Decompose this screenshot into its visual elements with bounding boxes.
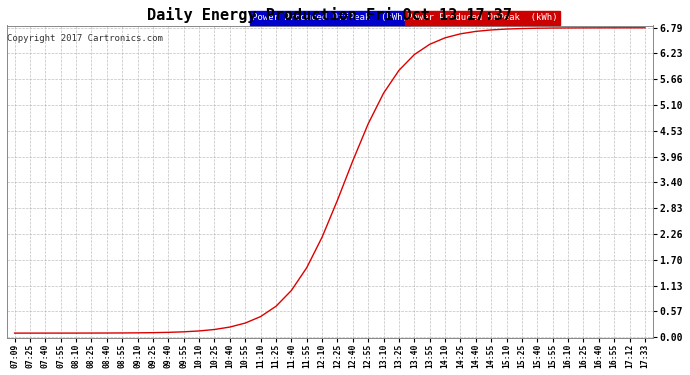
Text: Copyright 2017 Cartronics.com: Copyright 2017 Cartronics.com xyxy=(7,34,163,43)
Text: Power Produced OnPeak  (kWh): Power Produced OnPeak (kWh) xyxy=(407,13,558,22)
Title: Daily Energy Production Fri Oct 13 17:37: Daily Energy Production Fri Oct 13 17:37 xyxy=(147,7,512,23)
Text: Power Produced OffPeak  (kWh): Power Produced OffPeak (kWh) xyxy=(253,13,408,22)
